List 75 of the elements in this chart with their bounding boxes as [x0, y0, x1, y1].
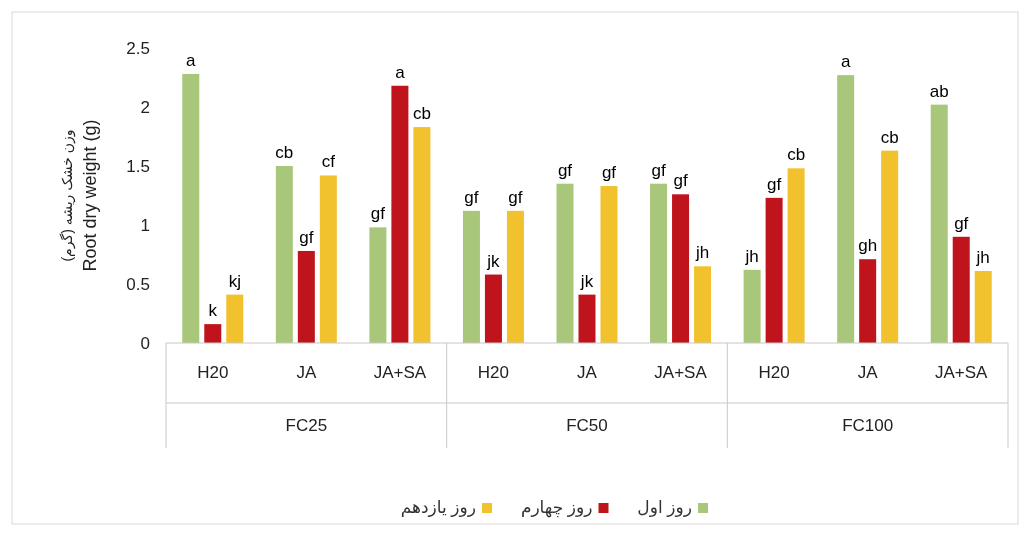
bar	[787, 168, 805, 343]
bar	[578, 294, 596, 343]
x-tick-label: JA	[577, 363, 598, 382]
bar	[391, 85, 409, 343]
data-label: cb	[880, 127, 899, 147]
bar	[226, 294, 244, 343]
bar	[297, 250, 315, 343]
bar	[275, 166, 293, 343]
data-label: jh	[694, 243, 710, 263]
data-label: cf	[321, 152, 336, 172]
data-label: gf	[601, 163, 617, 183]
x-tick-label: JA+SA	[935, 363, 989, 382]
bar	[881, 150, 899, 343]
data-label: jk	[579, 271, 594, 291]
x-tick-label: H20	[758, 363, 790, 382]
bar	[182, 73, 200, 343]
text: FC100	[842, 416, 894, 435]
bar	[859, 259, 877, 343]
y-tick-label: 2.5	[126, 38, 150, 58]
data-label: ab	[929, 81, 949, 101]
data-label: a	[186, 50, 197, 70]
bar	[974, 271, 992, 343]
data-label: gf	[651, 160, 666, 180]
y-tick-label: 2	[140, 97, 150, 117]
bar	[319, 175, 337, 343]
text: FC25	[285, 416, 328, 435]
x-tick-label: JA+SA	[654, 363, 708, 382]
bar	[204, 324, 222, 343]
bar	[556, 183, 574, 343]
data-label: gf	[954, 213, 969, 233]
bar	[672, 194, 690, 343]
x-tick-label: H20	[477, 363, 510, 382]
bar	[765, 197, 783, 343]
x-tick-label: JA+SA	[373, 363, 427, 382]
data-label: a	[395, 62, 406, 82]
data-label: gf	[557, 160, 573, 180]
bar	[694, 266, 712, 343]
text: FC50	[566, 416, 608, 435]
legend-label: روز یازدهم	[400, 498, 476, 518]
bar	[462, 210, 480, 343]
y-tick-label: 1.5	[126, 156, 150, 176]
x-tick-label: JA	[857, 363, 879, 382]
data-label: gf	[464, 187, 479, 207]
y-tick-label: 1	[140, 215, 150, 235]
bar	[600, 186, 618, 343]
bar	[650, 183, 668, 343]
bar	[369, 227, 387, 343]
data-label: gh	[858, 236, 878, 256]
bar	[413, 127, 431, 343]
x-tick-label: JA	[296, 363, 317, 382]
data-label: k	[208, 301, 218, 321]
data-label: gf	[508, 187, 523, 207]
bar	[484, 274, 502, 343]
data-label: cb	[275, 143, 294, 162]
data-label: gf	[370, 204, 386, 224]
legend-label: روز اول	[637, 498, 692, 517]
bar	[952, 236, 970, 343]
y-tick-label: 0	[140, 333, 150, 353]
data-label: cb	[787, 145, 806, 165]
bar	[743, 269, 761, 343]
bar	[837, 75, 855, 343]
data-label: cb	[412, 104, 431, 124]
data-label: jh	[975, 248, 990, 268]
data-label: jh	[744, 246, 759, 266]
legend-label: روز چهارم	[520, 498, 593, 518]
bar	[506, 210, 524, 343]
x-tick-label: H20	[197, 363, 229, 382]
data-label: gf	[673, 171, 688, 191]
data-label: gf	[767, 174, 782, 194]
data-label: gf	[299, 227, 314, 247]
data-label: a	[840, 52, 851, 72]
data-label: kj	[228, 271, 241, 291]
y-tick-label: 0.5	[126, 274, 150, 294]
bar	[930, 104, 948, 343]
data-label: jk	[486, 251, 501, 271]
